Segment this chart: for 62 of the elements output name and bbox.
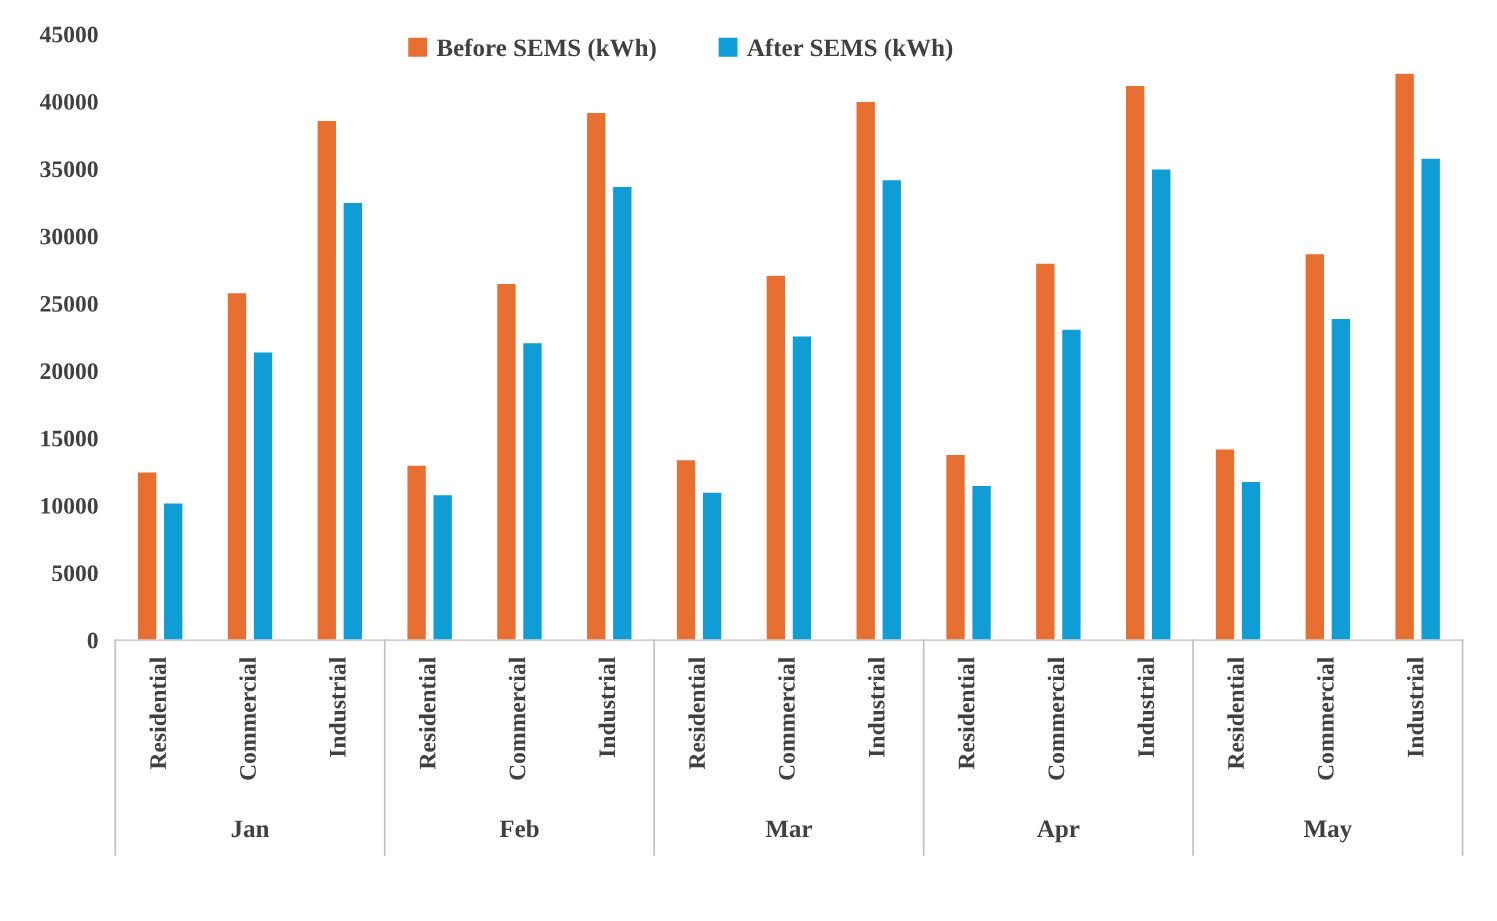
x-tick-label: Industrial	[329, 657, 346, 757]
x-tick-label: Industrial	[1406, 657, 1424, 757]
bar	[585, 111, 607, 641]
y-tick-label: 5000	[52, 565, 98, 582]
bar	[1330, 317, 1352, 641]
x-tick-label: Industrial	[598, 657, 616, 757]
bar	[881, 178, 903, 641]
x-tick-label: Industrial	[868, 657, 885, 757]
y-tick-label: 10000	[41, 497, 98, 514]
y-tick-label: 20000	[40, 363, 98, 380]
bar	[1034, 262, 1056, 641]
y-tick-label: 40000	[39, 93, 98, 110]
bar	[1420, 157, 1442, 641]
y-tick-label: 35000	[40, 161, 98, 178]
bar	[342, 201, 364, 641]
x-tick-label: Commercial	[239, 657, 256, 780]
bar	[701, 491, 723, 641]
y-tick-label: 25000	[40, 295, 98, 312]
bar	[791, 335, 813, 641]
bar	[1124, 84, 1146, 641]
bar	[1304, 252, 1326, 641]
y-tick-label: 15000	[41, 430, 98, 447]
bar	[316, 119, 338, 641]
x-tick-label: Residential	[688, 657, 706, 770]
y-tick-label: 0	[87, 632, 98, 649]
bar	[136, 471, 158, 641]
x-tick-label: Residential	[957, 657, 975, 770]
bar	[252, 351, 274, 641]
legend-label: After SEMS (kWh)	[747, 38, 953, 62]
bar	[971, 484, 993, 641]
bar	[521, 341, 544, 641]
y-tick-label: 30000	[40, 228, 98, 245]
text: Feb	[499, 819, 539, 838]
y-tick-label: 45000	[39, 26, 98, 43]
text: May	[1303, 820, 1352, 843]
bar	[1060, 328, 1082, 641]
text: Apr	[1037, 820, 1080, 843]
bar	[162, 502, 184, 641]
bar	[406, 464, 428, 641]
x-tick-label: Residential	[1227, 657, 1244, 770]
text: Jan	[231, 820, 270, 838]
x-tick-label: Commercial	[1317, 657, 1334, 780]
bar	[1394, 72, 1416, 641]
x-tick-label: Commercial	[1047, 657, 1065, 780]
bar	[675, 458, 697, 641]
text: Mar	[765, 820, 812, 838]
bar	[611, 185, 633, 641]
bar	[855, 100, 877, 641]
bar	[1150, 168, 1172, 641]
bar	[495, 282, 518, 641]
x-tick-label: Commercial	[778, 657, 795, 780]
bar	[944, 453, 967, 641]
bar	[1214, 448, 1236, 641]
x-tick-label: Residential	[418, 657, 436, 770]
x-tick-label: Commercial	[508, 657, 526, 780]
bar	[765, 274, 787, 641]
bar	[432, 493, 454, 641]
x-tick-label: Industrial	[1137, 657, 1155, 757]
bar	[226, 291, 248, 641]
bar	[1240, 480, 1262, 641]
x-tick-label: Residential	[149, 657, 167, 770]
legend-label: Before SEMS (kWh)	[436, 38, 656, 62]
